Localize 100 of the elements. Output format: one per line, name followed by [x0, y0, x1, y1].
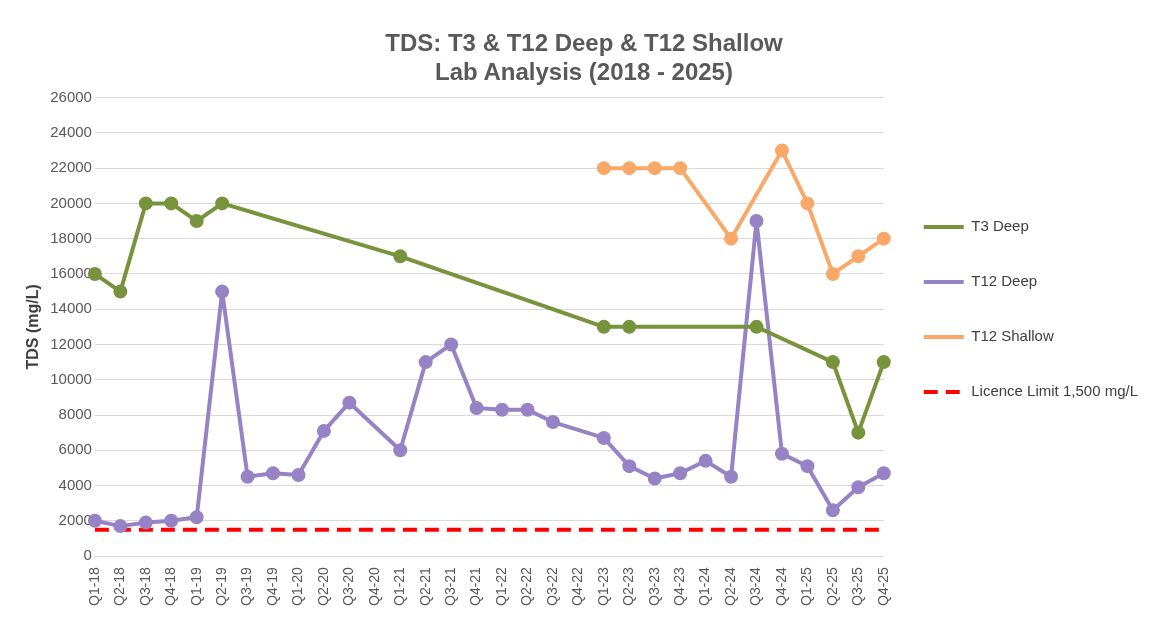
x-tick-label: Q1-22 [492, 566, 509, 607]
point [520, 402, 535, 417]
x-tick-label: Q2-22 [518, 566, 535, 607]
x-tick-label: Q2-23 [620, 566, 637, 607]
x-tick-label: Q2-20 [314, 566, 331, 607]
point [876, 355, 891, 370]
point [647, 161, 662, 176]
point [698, 453, 713, 468]
x-tick-label: Q2-21 [416, 566, 433, 607]
chart-title: TDS: T3 & T12 Deep & T12 Shallow Lab Analysis (2018 - 2025) [385, 29, 784, 85]
point [622, 161, 637, 176]
x-tick-label: Q4-19 [263, 566, 280, 607]
y-tick-label: 20000 [50, 193, 92, 211]
x-tick-label: Q3-18 [136, 566, 153, 607]
x-tick-label: Q1-20 [289, 566, 306, 607]
point [724, 469, 739, 484]
point [266, 466, 281, 481]
point [622, 459, 637, 474]
x-tick-label: Q4-21 [467, 566, 484, 607]
point [825, 503, 840, 518]
point [113, 519, 128, 534]
point [545, 415, 560, 430]
point [851, 249, 866, 264]
point [673, 161, 688, 176]
point [240, 469, 255, 484]
x-tick-label: Q4-22 [569, 566, 586, 607]
y-tick-label: 18000 [50, 228, 92, 246]
point [164, 513, 179, 528]
x-tick-label: Q1-18 [85, 566, 102, 607]
point [164, 196, 179, 211]
x-tick-label: Q1-19 [187, 566, 204, 607]
y-tick-label: 24000 [50, 123, 92, 141]
point [215, 196, 230, 211]
x-tick-label: Q3-24 [747, 566, 764, 607]
point [876, 466, 891, 481]
y-tick-label: 26000 [50, 87, 92, 105]
y-tick-label: 0 [83, 546, 92, 564]
point [393, 249, 408, 264]
point [418, 355, 433, 370]
point [749, 214, 764, 229]
legend-label: T12 Deep [971, 272, 1038, 290]
point [393, 443, 408, 458]
point [596, 430, 611, 445]
x-tick-label: Q3-19 [238, 566, 255, 607]
y-axis-title: TDS (mg/L) [24, 284, 42, 370]
point [800, 196, 815, 211]
point [851, 425, 866, 440]
x-tick-label: Q1-24 [696, 566, 713, 607]
point [774, 143, 789, 158]
x-tick-label: Q3-20 [340, 566, 357, 607]
x-tick-label: Q2-19 [213, 566, 229, 607]
point [342, 395, 357, 410]
legend-label: T12 Shallow [971, 327, 1054, 345]
x-tick-label: Q3-21 [442, 566, 459, 607]
x-tick-label: Q4-25 [874, 566, 891, 607]
point [469, 400, 484, 415]
x-tick-label: Q2-18 [111, 566, 128, 607]
x-tick-label: Q4-20 [365, 566, 382, 607]
legend-label: Licence Limit 1,500 mg/L [971, 382, 1139, 400]
point [596, 319, 611, 334]
x-tick-label: Q1-23 [594, 566, 611, 607]
point [724, 231, 739, 246]
point [800, 459, 815, 474]
x-tick-label: Q3-23 [645, 566, 662, 607]
point [444, 337, 459, 352]
point [495, 402, 510, 417]
point [673, 466, 688, 481]
x-tick-label: Q3-22 [543, 566, 560, 607]
point [138, 196, 153, 211]
point [825, 266, 840, 281]
y-tick-label: 12000 [50, 334, 92, 352]
point [316, 423, 331, 438]
x-tick-label: Q3-25 [849, 566, 866, 607]
legend-label: T3 Deep [971, 217, 1029, 235]
point [189, 510, 204, 525]
point [113, 284, 128, 299]
point [622, 319, 637, 334]
point [876, 231, 891, 246]
x-tick-label: Q4-23 [671, 566, 688, 607]
x-tick-label: Q1-25 [798, 566, 815, 607]
y-tick-label: 14000 [50, 299, 92, 317]
point [596, 161, 611, 176]
point [647, 471, 662, 486]
y-tick-label: 6000 [58, 440, 92, 458]
point [749, 319, 764, 334]
x-tick-label: Q2-24 [721, 566, 738, 607]
point [215, 284, 230, 299]
x-tick-label: Q4-24 [772, 566, 789, 607]
point [189, 214, 204, 229]
point [825, 355, 840, 370]
x-tick-label: Q2-25 [823, 566, 840, 607]
point [851, 480, 866, 495]
point [291, 467, 306, 482]
x-tick-label: Q1-21 [391, 566, 408, 607]
y-tick-label: 22000 [50, 158, 92, 176]
y-tick-label: 4000 [58, 475, 92, 493]
point [138, 515, 153, 530]
x-tick-label: Q4-18 [162, 566, 179, 607]
y-tick-label: 8000 [58, 405, 92, 423]
point [774, 446, 789, 461]
